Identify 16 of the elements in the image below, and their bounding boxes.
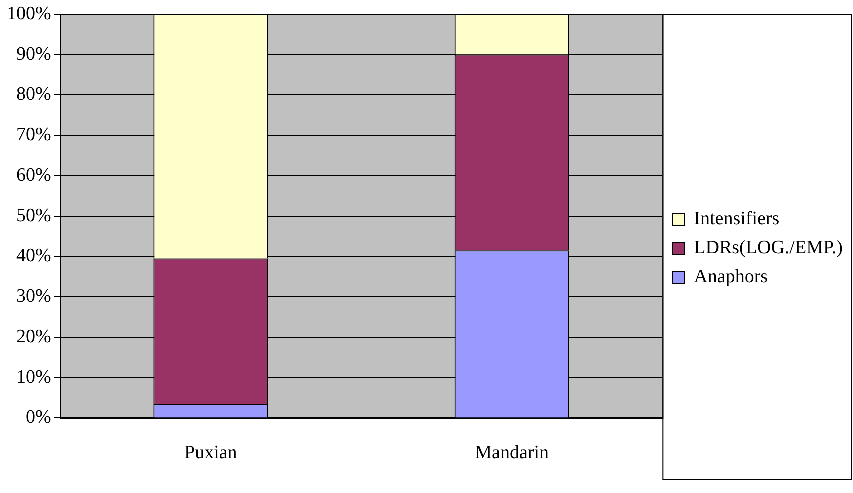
x-tick-label: Puxian	[184, 442, 238, 464]
x-tick-label: Mandarin	[475, 442, 550, 464]
y-tick-label: 90%	[16, 44, 52, 65]
y-tick-label: 60%	[16, 164, 52, 186]
legend-label: Intensifiers	[694, 208, 780, 230]
legend-label: LDRs(LOG./EMP.)	[694, 237, 844, 258]
y-tick-label: 50%	[16, 205, 52, 226]
y-tick-label: 70%	[16, 124, 52, 146]
y-tick-label: 20%	[16, 326, 52, 348]
y-tick-label: 30%	[16, 286, 52, 308]
y-tick-label: 0%	[26, 407, 52, 428]
y-tick-label: 100%	[7, 3, 52, 24]
y-tick-label: 10%	[16, 366, 52, 388]
y-tick-label: 80%	[16, 84, 52, 106]
y-tick-label: 40%	[16, 246, 52, 267]
legend-label: Anaphors	[694, 266, 768, 288]
